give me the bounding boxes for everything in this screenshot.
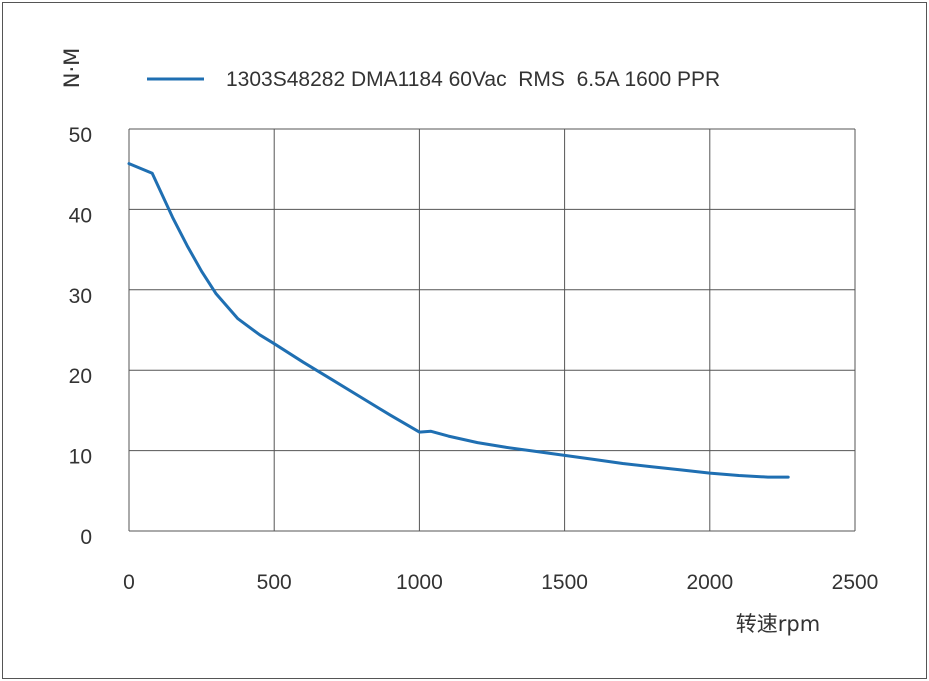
- x-axis-ticks: 0 500 1000 1500 2000 2500: [123, 571, 878, 594]
- y-tick-label: 20: [69, 365, 92, 388]
- x-axis-label: 转速rpm: [736, 612, 820, 636]
- legend-label: 1303S48282 DMA1184 60Vac RMS 6.5A 1600 P…: [226, 68, 720, 91]
- series-line-0: [127, 162, 790, 479]
- y-axis-ticks: 0 10 20 30 40 50: [69, 124, 92, 549]
- x-tick-label: 1000: [396, 571, 443, 594]
- y-tick-label: 30: [69, 285, 92, 308]
- x-tick-label: 0: [123, 571, 135, 594]
- x-tick-label: 2500: [832, 571, 879, 594]
- y-tick-label: 50: [69, 124, 92, 147]
- series-group: [127, 162, 790, 479]
- x-tick-label: 2000: [686, 571, 733, 594]
- y-axis-label: N·M: [60, 48, 84, 89]
- x-tick-label: 1500: [541, 571, 588, 594]
- y-tick-label: 10: [69, 446, 92, 469]
- y-tick-label: 40: [69, 204, 92, 227]
- grid: [128, 128, 856, 532]
- x-tick-label: 500: [257, 571, 292, 594]
- y-tick-label: 0: [80, 526, 92, 549]
- legend: 1303S48282 DMA1184 60Vac RMS 6.5A 1600 P…: [147, 68, 720, 91]
